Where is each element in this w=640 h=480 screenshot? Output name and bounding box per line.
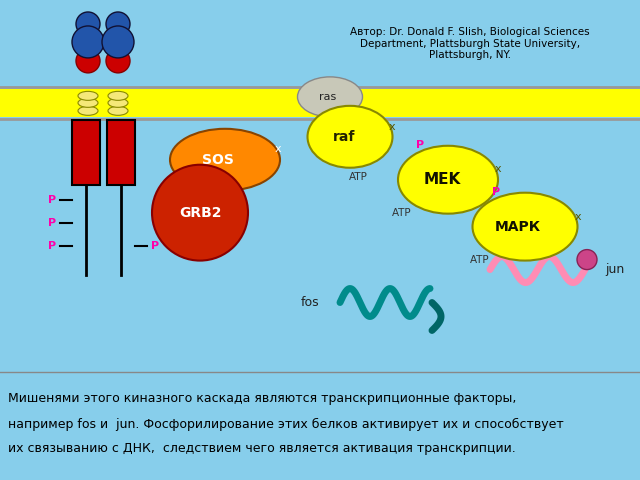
Ellipse shape <box>78 98 98 108</box>
Ellipse shape <box>78 107 98 115</box>
Ellipse shape <box>108 98 128 108</box>
Text: P: P <box>416 140 424 150</box>
Text: АТР: АТР <box>392 208 412 217</box>
Text: ras: ras <box>319 92 337 102</box>
Ellipse shape <box>307 106 392 168</box>
Bar <box>72 120 100 185</box>
Circle shape <box>577 250 597 270</box>
Text: Мишенями этого киназного каскада являются транскрипционные факторы,: Мишенями этого киназного каскада являютс… <box>8 392 516 405</box>
Text: P: P <box>48 217 56 228</box>
Ellipse shape <box>108 91 128 100</box>
Ellipse shape <box>298 77 362 117</box>
Text: x: x <box>495 164 501 174</box>
Text: АТР: АТР <box>470 254 490 264</box>
Text: GRB2: GRB2 <box>179 205 221 220</box>
Text: raf: raf <box>333 130 355 144</box>
Bar <box>107 120 135 185</box>
Circle shape <box>76 49 100 73</box>
Text: их связыванию с ДНК,  следствием чего является активация транскрипции.: их связыванию с ДНК, следствием чего явл… <box>8 442 516 455</box>
Ellipse shape <box>108 107 128 115</box>
Text: например fos и  jun. Фосфорилирование этих белков активирует их и способствует: например fos и jun. Фосфорилирование эти… <box>8 418 564 431</box>
Text: P: P <box>48 240 56 251</box>
Text: x: x <box>388 122 396 132</box>
Circle shape <box>76 12 100 36</box>
Text: ATP: ATP <box>349 172 367 182</box>
Ellipse shape <box>398 146 498 214</box>
Circle shape <box>106 12 130 36</box>
Text: P: P <box>492 187 500 197</box>
Ellipse shape <box>472 192 577 261</box>
Text: fos: fos <box>301 296 319 309</box>
Text: x: x <box>575 212 581 222</box>
Text: SOS: SOS <box>202 153 234 167</box>
Text: P: P <box>151 240 159 251</box>
Text: P: P <box>48 195 56 204</box>
Ellipse shape <box>170 129 280 191</box>
Text: Автор: Dr. Donald F. Slish, Biological Sciences
Department, Plattsburgh State Un: Автор: Dr. Donald F. Slish, Biological S… <box>350 27 590 60</box>
Circle shape <box>152 165 248 261</box>
Circle shape <box>102 26 134 58</box>
Text: jun: jun <box>605 263 625 276</box>
Circle shape <box>72 26 104 58</box>
Text: x: x <box>275 144 282 154</box>
Ellipse shape <box>78 91 98 100</box>
Circle shape <box>106 49 130 73</box>
Bar <box>0 89 640 117</box>
Text: МАРК: МАРК <box>495 220 541 234</box>
Text: MEK: MEK <box>424 172 461 187</box>
